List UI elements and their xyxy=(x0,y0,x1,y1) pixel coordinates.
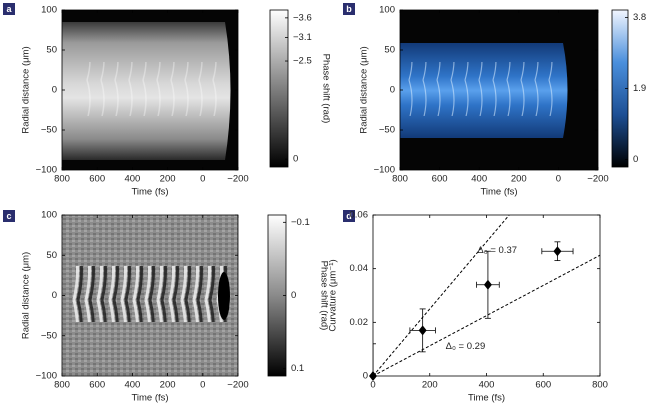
y-tick-label: −50 xyxy=(379,125,395,136)
x-tick-label: 200 xyxy=(160,174,176,185)
data-point xyxy=(553,246,562,257)
x-axis-label: Time (fs) xyxy=(131,187,168,198)
colorbar-tick-label: 3.8 xyxy=(633,12,646,23)
panel-labels: a b c d xyxy=(3,3,355,222)
panel-label: a xyxy=(6,4,12,14)
x-tick-label: 200 xyxy=(160,380,176,391)
y-tick-label: 0 xyxy=(390,85,395,96)
y-tick-label: 0.02 xyxy=(350,317,369,328)
x-tick-label: 200 xyxy=(422,380,438,391)
x-tick-label: 200 xyxy=(511,174,527,185)
x-tick-label: 0 xyxy=(370,380,375,391)
colorbar-label: Phase shift (rad) xyxy=(320,54,331,124)
colorbar-tick-label: 0 xyxy=(293,154,298,165)
y-tick-label: −50 xyxy=(41,125,57,136)
x-tick-label: 600 xyxy=(89,380,105,391)
y-tick-label: 50 xyxy=(384,45,395,56)
colorbar-tick-label: −3.1 xyxy=(293,32,312,43)
fit-line xyxy=(373,215,510,376)
line-annotation: Δ₀ = 0.37 xyxy=(477,245,517,256)
data-point xyxy=(418,325,427,336)
image-c xyxy=(62,215,238,376)
y-axis-label: Radial distance (μm) xyxy=(21,46,32,133)
y-tick-label: 50 xyxy=(46,45,57,56)
data-point xyxy=(483,279,492,290)
x-axis-label: Time (fs) xyxy=(131,393,168,404)
y-tick-label: 0 xyxy=(52,85,57,96)
y-tick-label: 50 xyxy=(46,250,57,261)
x-tick-label: 600 xyxy=(89,174,105,185)
y-axis-label: Radial distance (μm) xyxy=(21,252,32,339)
x-axis-label: Time (fs) xyxy=(480,187,517,198)
x-tick-label: 0 xyxy=(200,380,205,391)
x-tick-label: 0 xyxy=(200,174,205,185)
x-tick-label: −200 xyxy=(227,174,248,185)
y-tick-label: 0 xyxy=(363,371,368,382)
colorbar-tick-label: −3.6 xyxy=(293,12,312,23)
x-tick-label: 400 xyxy=(124,174,140,185)
data-point xyxy=(369,371,377,381)
y-tick-label: −100 xyxy=(36,371,57,382)
plot-area xyxy=(373,215,600,376)
y-axis-label: Radial distance (μm) xyxy=(359,46,370,133)
y-tick-label: −100 xyxy=(36,165,57,176)
y-tick-label: −100 xyxy=(374,165,395,176)
y-tick-label: 100 xyxy=(379,5,395,16)
y-tick-label: 0 xyxy=(52,290,57,301)
x-tick-label: 800 xyxy=(392,174,408,185)
y-tick-label: 0.06 xyxy=(350,210,369,221)
colorbar-tick-label: −2.5 xyxy=(293,56,312,67)
colorbar-tick-label: 0 xyxy=(291,290,296,301)
panel-label: b xyxy=(346,4,352,14)
x-tick-label: 400 xyxy=(479,380,495,391)
x-tick-label: 600 xyxy=(432,174,448,185)
y-tick-label: 100 xyxy=(41,210,57,221)
x-tick-label: 800 xyxy=(592,380,608,391)
x-tick-label: 0 xyxy=(556,174,561,185)
line-annotation: Δ₀ = 0.29 xyxy=(446,341,486,352)
plot-frame xyxy=(372,214,601,377)
x-tick-label: 400 xyxy=(471,174,487,185)
colorbar-tick-label: −0.1 xyxy=(291,217,310,228)
x-tick-label: −200 xyxy=(587,174,608,185)
x-tick-label: −200 xyxy=(227,380,248,391)
panel-label: c xyxy=(6,211,11,221)
colorbar-tick-label: 0 xyxy=(633,154,638,165)
image-a xyxy=(62,10,238,170)
colorbar-tick-label: 1.9 xyxy=(633,83,646,94)
image-b xyxy=(400,10,598,170)
y-tick-label: 100 xyxy=(41,5,57,16)
x-tick-label: 600 xyxy=(535,380,551,391)
y-axis-label: Curvature (μm⁻¹) xyxy=(328,259,339,331)
y-tick-label: −50 xyxy=(41,330,57,341)
x-tick-label: 800 xyxy=(54,380,70,391)
fit-line xyxy=(373,254,600,376)
x-tick-label: 800 xyxy=(54,174,70,185)
colorbar xyxy=(269,9,289,168)
x-axis-label: Time (fs) xyxy=(468,393,505,404)
y-tick-label: 0.04 xyxy=(350,263,369,274)
colorbar-label: Phase shift (rad) xyxy=(318,261,329,331)
x-tick-label: 400 xyxy=(124,380,140,391)
colorbar-tick-label: 0.1 xyxy=(291,363,304,374)
panel-label: d xyxy=(346,211,352,221)
